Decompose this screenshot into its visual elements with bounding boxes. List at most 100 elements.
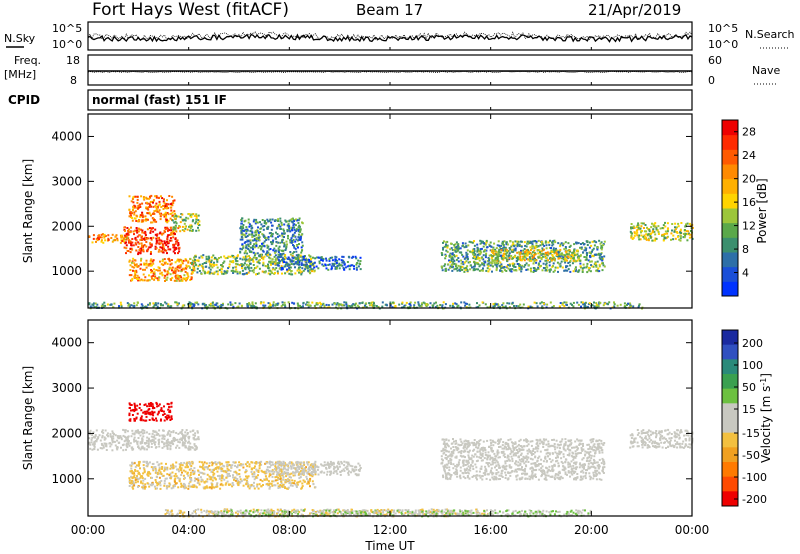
scatter-cell <box>300 264 303 266</box>
scatter-cell <box>158 209 161 212</box>
scatter-cell <box>295 250 298 253</box>
scatter-cell <box>136 207 139 210</box>
scatter-cell <box>191 306 194 309</box>
scatter-cell <box>221 467 224 470</box>
scatter-cell <box>484 254 487 257</box>
scatter-cell <box>520 266 523 269</box>
scatter-cell <box>142 484 145 487</box>
scatter-cell <box>110 237 113 239</box>
scatter-cell <box>197 436 200 439</box>
scatter-cell <box>418 304 421 307</box>
scatter-cell <box>88 303 91 306</box>
scatter-cell <box>215 484 218 487</box>
scatter-cell <box>271 268 274 271</box>
scatter-cell <box>139 214 142 217</box>
scatter-cell <box>158 232 161 235</box>
scatter-cell <box>279 217 282 220</box>
scatter-cell <box>129 406 131 409</box>
scatter-cell <box>598 263 601 266</box>
scatter-cell <box>672 238 675 241</box>
scatter-cell <box>274 465 277 468</box>
scatter-cell <box>528 256 531 259</box>
scatter-cell <box>691 226 694 229</box>
scatter-cell <box>551 257 554 260</box>
scatter-cell <box>131 448 134 451</box>
scatter-cell <box>569 264 572 267</box>
scatter-cell <box>495 247 498 250</box>
scatter-cell <box>141 477 144 480</box>
scatter-cell <box>207 255 210 258</box>
scatter-cell <box>165 219 168 222</box>
scatter-cell <box>226 269 229 272</box>
scatter-cell <box>231 485 234 488</box>
scatter-cell <box>314 486 317 489</box>
scatter-cell <box>563 260 566 263</box>
scatter-cell <box>200 471 203 474</box>
scatter-cell <box>181 225 184 228</box>
scatter-cell <box>394 305 397 307</box>
scatter-cell <box>219 474 222 477</box>
power-ylabel: Slant Range [km] <box>21 159 35 263</box>
scatter-cell <box>294 272 297 275</box>
scatter-cell <box>123 429 126 432</box>
scatter-cell <box>562 244 564 247</box>
scatter-cell <box>451 252 454 255</box>
scatter-cell <box>553 258 555 261</box>
scatter-cell <box>506 302 509 305</box>
scatter-cell <box>150 271 153 274</box>
scatter-cell <box>104 437 107 440</box>
scatter-cell <box>179 464 182 467</box>
scatter-cell <box>263 255 266 258</box>
scatter-cell <box>638 238 641 241</box>
scatter-cell <box>134 468 137 471</box>
scatter-cell <box>300 251 303 254</box>
scatter-cell <box>280 470 283 473</box>
scatter-cell <box>402 306 405 308</box>
scatter-cell <box>186 277 189 279</box>
scatter-cell <box>442 246 445 249</box>
scatter-cell <box>166 240 168 243</box>
scatter-cell <box>482 263 485 266</box>
scatter-cell <box>436 304 439 307</box>
scatter-cell <box>151 407 154 410</box>
scatter-cell <box>251 236 254 238</box>
scatter-cell <box>300 470 302 473</box>
scatter-cell <box>139 476 142 479</box>
scatter-cell <box>163 435 166 438</box>
scatter-cell <box>148 202 151 205</box>
scatter-cell <box>146 436 149 439</box>
scatter-cell <box>112 239 115 242</box>
scatter-cell <box>509 240 512 243</box>
scatter-cell <box>473 255 476 258</box>
scatter-cell <box>454 243 457 246</box>
scatter-cell <box>111 441 114 444</box>
scatter-cell <box>335 256 338 259</box>
scatter-cell <box>241 267 243 270</box>
scatter-cell <box>186 471 189 474</box>
scatter-cell <box>271 242 274 245</box>
scatter-cell <box>301 249 303 252</box>
scatter-cell <box>574 270 577 273</box>
scatter-cell <box>158 467 161 470</box>
scatter-cell <box>191 229 194 232</box>
scatter-cell <box>328 259 331 262</box>
scatter-cell <box>155 401 158 404</box>
scatter-cell <box>586 265 589 268</box>
scatter-cell <box>128 485 131 487</box>
scatter-cell <box>464 302 467 305</box>
scatter-cell <box>196 430 199 433</box>
scatter-cell <box>277 253 280 256</box>
scatter-cell <box>171 276 174 279</box>
scatter-cell <box>168 229 171 232</box>
scatter-cell <box>200 480 203 483</box>
scatter-cell <box>146 460 148 463</box>
scatter-cell <box>191 446 193 449</box>
scatter-cell <box>193 303 196 306</box>
scatter-cell <box>688 232 691 235</box>
scatter-cell <box>119 241 122 244</box>
scatter-cell <box>307 269 310 272</box>
scatter-cell <box>513 265 515 268</box>
scatter-cell <box>182 277 185 280</box>
scatter-cell <box>335 303 338 306</box>
scatter-cell <box>297 226 300 229</box>
